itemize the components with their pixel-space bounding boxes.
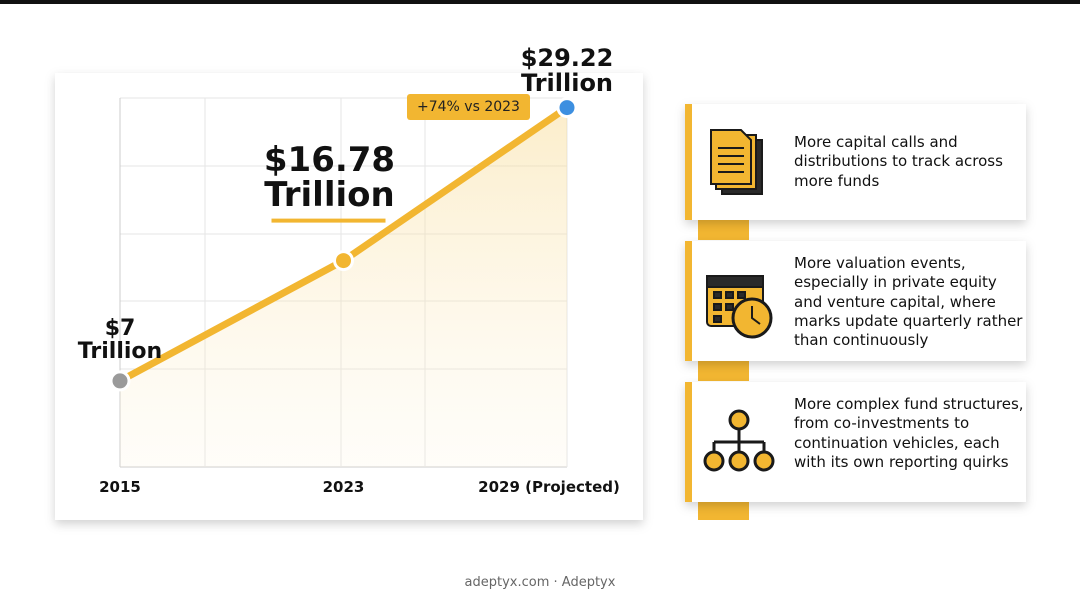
card-text: More complex fund structures, from co-in…	[794, 395, 1024, 471]
top-bar	[0, 0, 1080, 4]
point	[333, 250, 354, 272]
icon-calendar	[706, 275, 773, 339]
point	[109, 370, 131, 392]
icon-documents	[710, 129, 763, 195]
value-label: $16.78 Trillion	[263, 139, 396, 216]
value-label: $7 Trillion	[77, 315, 163, 364]
card-text: More valuation events, especially in pri…	[794, 254, 1023, 350]
icon-hierarchy	[703, 409, 775, 472]
x-tick-label: 2023	[322, 478, 365, 496]
footer: adeptyx.com · Adeptyx	[464, 575, 616, 590]
x-tick-label: 2015	[99, 478, 141, 496]
point	[556, 97, 578, 119]
card-text: More capital calls and distributions to …	[794, 133, 1003, 190]
value-label: $29.22 Trillion	[520, 43, 614, 97]
area	[120, 107, 567, 468]
label-underline	[271, 218, 386, 223]
x-tick-label: 2029 (Projected)	[478, 478, 620, 496]
annotation: +74% vs 2023	[407, 93, 530, 120]
